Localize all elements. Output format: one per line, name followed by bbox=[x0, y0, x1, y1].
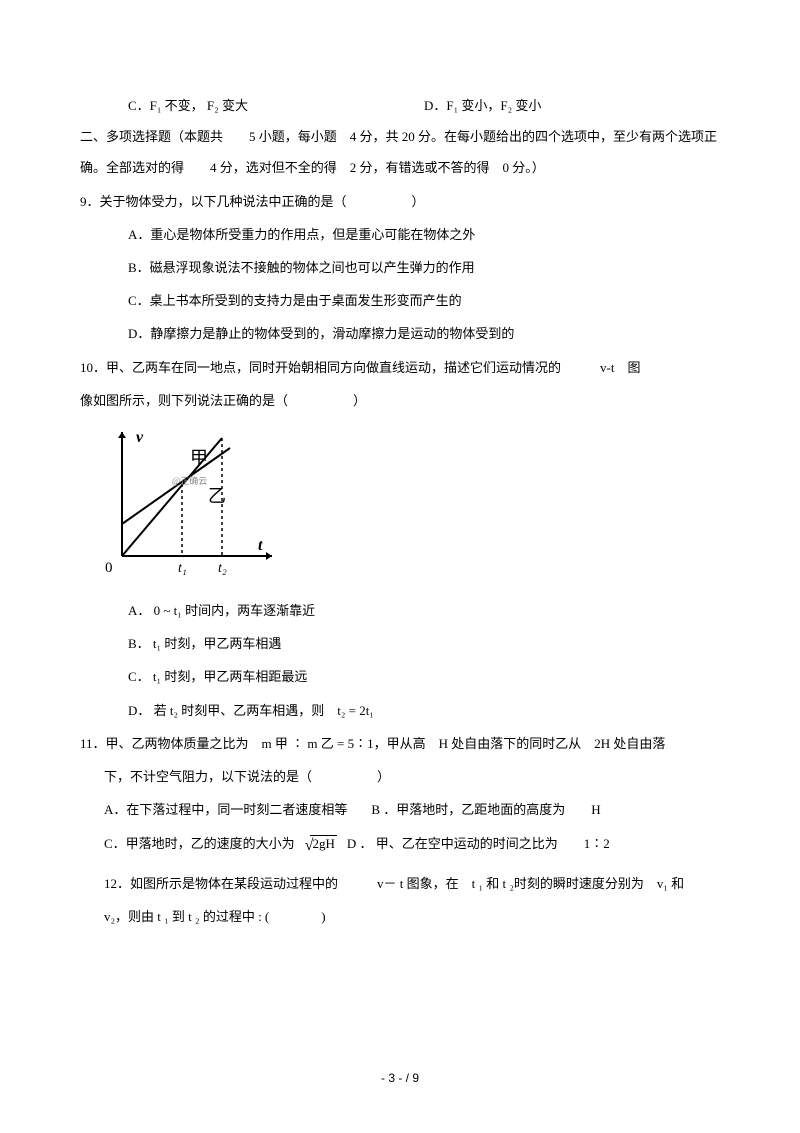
q9-opt-b: B．磁悬浮现象说法不接触的物体之间也可以产生弹力的作用 bbox=[128, 252, 720, 283]
q10-opt-d: D． 若 t₂ 时刻甲、乙两车相遇，则 t₂ = 2t₁ bbox=[128, 695, 720, 726]
vt-chart-svg: v t 甲乙@正确云 t₁ t₂ 0 bbox=[100, 424, 275, 576]
q9-opt-a: A．重心是物体所受重力的作用点，但是重心可能在物体之外 bbox=[128, 219, 720, 250]
svg-text:t₁: t₁ bbox=[178, 561, 187, 576]
svg-text:t₂: t₂ bbox=[218, 561, 227, 576]
section2-heading: 二、多项选择题（本题共 5 小题，每小题 4 分，共 20 分。在每小题给出的四… bbox=[80, 121, 720, 183]
q11-opt-d: D ． 甲、乙在空中运动的时间之比为 1∶2 bbox=[347, 828, 610, 859]
svg-text:@正确云: @正确云 bbox=[172, 475, 207, 486]
svg-text:v: v bbox=[136, 429, 144, 446]
q12-stem2: v₂，则由 t ₁ 到 t ₂ 的过程中 : ( ) bbox=[104, 901, 720, 932]
q11-c-formula: 2gH bbox=[310, 835, 336, 851]
svg-text:乙: 乙 bbox=[208, 486, 226, 506]
q11-stem2: 下，不计空气阻力，以下说法的是（ ） bbox=[104, 761, 720, 792]
q10-stem1: 10．甲、乙两车在同一地点，同时开始朝相同方向做直线运动，描述它们运动情况的 v… bbox=[80, 352, 720, 383]
svg-text:0: 0 bbox=[105, 560, 113, 576]
q12-stem1: 12．如图所示是物体在某段运动过程中的 v－ t 图象，在 t ₁ 和 t ₂时… bbox=[104, 868, 720, 899]
q10-vt-chart: v t 甲乙@正确云 t₁ t₂ 0 bbox=[100, 424, 720, 587]
q9-stem: 9．关于物体受力，以下几种说法中正确的是（ ） bbox=[80, 186, 720, 217]
q8-opt-c: C．F₁ 不变， F₂ 变大 bbox=[128, 90, 424, 121]
q10-opt-b: B． t₁ 时刻，甲乙两车相遇 bbox=[128, 628, 720, 659]
svg-text:甲: 甲 bbox=[190, 448, 208, 468]
sqrt-icon: √2gH bbox=[305, 827, 337, 865]
q11-opt-b: B ．甲落地时，乙距地面的高度为 H bbox=[371, 794, 600, 825]
q10-stem2: 像如图所示，则下列说法正确的是（ ） bbox=[80, 385, 720, 416]
q11-row-cd: C．甲落地时，乙的速度的大小为 √2gH D ． 甲、乙在空中运动的时间之比为 … bbox=[104, 827, 720, 865]
q9-opt-c: C．桌上书本所受到的支持力是由于桌面发生形变而产生的 bbox=[128, 285, 720, 316]
q10-opt-c: C． t₁ 时刻，甲乙两车相距最远 bbox=[128, 661, 720, 692]
page-footer: - 3 - / 9 bbox=[0, 1064, 800, 1093]
q11-row-ab: A．在下落过程中，同一时刻二者速度相等 B ．甲落地时，乙距地面的高度为 H bbox=[104, 794, 720, 825]
q8-options: C．F₁ 不变， F₂ 变大 D．F₁ 变小，F₂ 变小 bbox=[80, 90, 720, 121]
q11-stem1: 11．甲、乙两物体质量之比为 m 甲 ∶ m 乙 = 5∶1，甲从高 H 处自由… bbox=[80, 728, 720, 759]
q10-opt-a: A． 0 ~ t₁ 时间内，两车逐渐靠近 bbox=[128, 595, 720, 626]
q8-opt-d: D．F₁ 变小，F₂ 变小 bbox=[424, 90, 720, 121]
q9-opt-d: D．静摩擦力是静止的物体受到的，滑动摩擦力是运动的物体受到的 bbox=[128, 318, 720, 349]
svg-text:t: t bbox=[258, 537, 263, 554]
q11-opt-c: C．甲落地时，乙的速度的大小为 bbox=[104, 828, 295, 859]
q11-opt-a: A．在下落过程中，同一时刻二者速度相等 bbox=[104, 794, 347, 825]
